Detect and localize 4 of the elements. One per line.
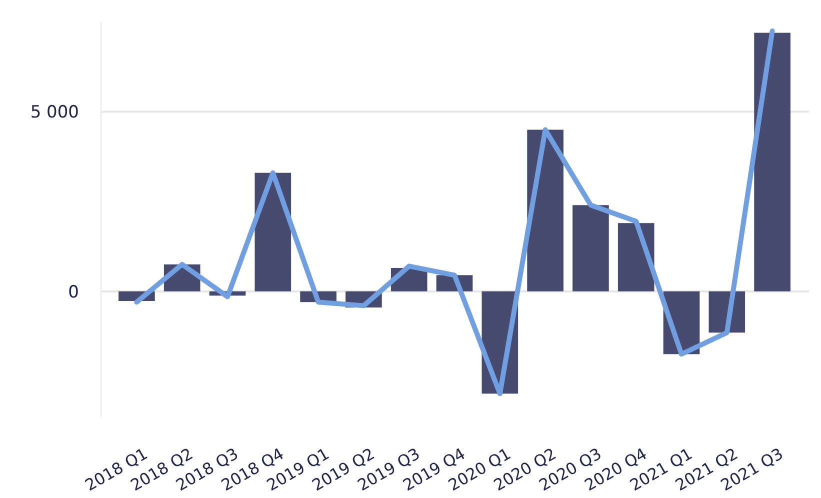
y-tick-label: 5 000 — [30, 102, 79, 123]
y-tick-label: 0 — [68, 282, 79, 302]
bar — [572, 205, 609, 292]
bar — [754, 32, 790, 292]
